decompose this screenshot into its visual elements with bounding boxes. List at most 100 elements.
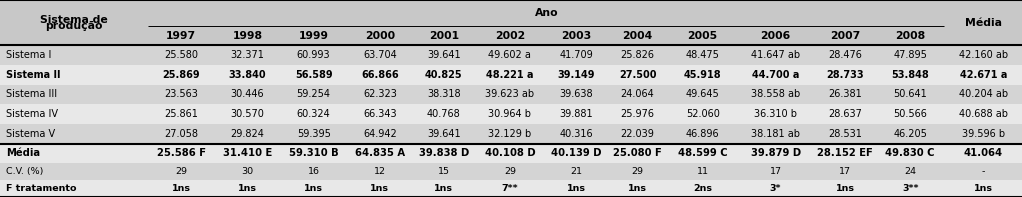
Text: Média: Média [965,18,1002,28]
Text: 42.671 a: 42.671 a [960,70,1007,80]
Text: 2008: 2008 [895,31,925,41]
Text: 24: 24 [904,167,916,176]
Text: 28.637: 28.637 [828,109,863,119]
Text: 12: 12 [374,167,386,176]
Text: Sistema V: Sistema V [6,129,55,139]
Text: 64.942: 64.942 [363,129,397,139]
Text: 2004: 2004 [622,31,653,41]
Text: 32.129 b: 32.129 b [489,129,531,139]
Text: 1ns: 1ns [172,184,191,193]
Text: Sistema III: Sistema III [6,89,57,99]
Text: 39.596 b: 39.596 b [962,129,1005,139]
Text: 49.645: 49.645 [686,89,719,99]
Text: 1ns: 1ns [238,184,257,193]
Text: 52.060: 52.060 [686,109,719,119]
Text: 1997: 1997 [167,31,196,41]
Text: 27.058: 27.058 [165,129,198,139]
Text: 62.323: 62.323 [363,89,397,99]
Text: 53.848: 53.848 [891,70,929,80]
Bar [0,85,1022,104]
Text: Sistema II: Sistema II [6,70,60,80]
Text: 1999: 1999 [298,31,329,41]
Text: 42.160 ab: 42.160 ab [959,50,1008,60]
Text: 50.641: 50.641 [893,89,927,99]
Text: 41.064: 41.064 [964,148,1003,158]
Text: 7**: 7** [502,184,518,193]
Text: 40.139 D: 40.139 D [551,148,601,158]
Text: 63.704: 63.704 [363,50,397,60]
Bar [0,46,1022,65]
Text: 27.500: 27.500 [619,70,656,80]
Text: 40.688 ab: 40.688 ab [959,109,1008,119]
Text: 28.476: 28.476 [828,50,863,60]
Text: 17: 17 [770,167,782,176]
Text: 2003: 2003 [561,31,591,41]
Text: 46.896: 46.896 [686,129,719,139]
Text: 48.475: 48.475 [686,50,719,60]
Text: 11: 11 [697,167,708,176]
Text: 38.558 ab: 38.558 ab [751,89,800,99]
Text: 2007: 2007 [830,31,861,41]
Text: Média: Média [6,148,40,158]
Text: 39.638: 39.638 [559,89,593,99]
Text: produção: produção [45,21,103,31]
Text: 40.825: 40.825 [425,70,463,80]
Text: 66.343: 66.343 [363,109,397,119]
Text: 29.824: 29.824 [231,129,265,139]
Text: 25.580: 25.580 [165,50,198,60]
Text: 31.410 E: 31.410 E [223,148,272,158]
Text: F tratamento: F tratamento [6,184,77,193]
Text: 3*: 3* [770,184,782,193]
Text: 66.866: 66.866 [361,70,399,80]
Text: 38.181 ab: 38.181 ab [751,129,800,139]
Text: 25.826: 25.826 [620,50,655,60]
Text: 17: 17 [839,167,851,176]
Text: 39.641: 39.641 [427,50,461,60]
Text: 64.835 A: 64.835 A [355,148,405,158]
Text: 50.566: 50.566 [893,109,927,119]
Text: 59.395: 59.395 [296,129,330,139]
Text: 41.647 ab: 41.647 ab [751,50,800,60]
Text: 39.623 ab: 39.623 ab [485,89,535,99]
Text: 59.310 B: 59.310 B [289,148,338,158]
Text: 2ns: 2ns [693,184,712,193]
Text: 40.768: 40.768 [427,109,461,119]
Text: 1ns: 1ns [370,184,389,193]
Text: 25.976: 25.976 [620,109,655,119]
Text: 41.709: 41.709 [559,50,593,60]
Text: 16: 16 [308,167,320,176]
Text: 3**: 3** [902,184,919,193]
Text: 39.881: 39.881 [559,109,593,119]
Text: 25.586 F: 25.586 F [156,148,205,158]
Bar [0,163,1022,180]
Bar [0,104,1022,124]
Text: 48.221 a: 48.221 a [486,70,533,80]
Bar [0,124,1022,144]
Text: 60.324: 60.324 [296,109,330,119]
Text: 2005: 2005 [688,31,717,41]
Text: 59.254: 59.254 [296,89,331,99]
Text: 1ns: 1ns [305,184,323,193]
Text: 21: 21 [570,167,582,176]
Text: 44.700 a: 44.700 a [752,70,799,80]
Text: 1ns: 1ns [566,184,586,193]
Text: 1998: 1998 [233,31,263,41]
Text: 30.446: 30.446 [231,89,265,99]
Text: Ano: Ano [535,8,558,18]
Bar [0,0,1022,26]
Text: 39.838 D: 39.838 D [419,148,469,158]
Text: 1ns: 1ns [434,184,453,193]
Text: 26.381: 26.381 [828,89,863,99]
Text: 1ns: 1ns [974,184,992,193]
Text: 48.599 C: 48.599 C [678,148,728,158]
Text: 29: 29 [632,167,644,176]
Text: 29: 29 [176,167,187,176]
Text: C.V. (%): C.V. (%) [6,167,44,176]
Text: 45.918: 45.918 [684,70,722,80]
Text: 33.840: 33.840 [229,70,267,80]
Text: 39.641: 39.641 [427,129,461,139]
Text: 30.964 b: 30.964 b [489,109,531,119]
Text: 38.318: 38.318 [427,89,461,99]
Text: 29: 29 [504,167,516,176]
Text: 28.733: 28.733 [827,70,864,80]
